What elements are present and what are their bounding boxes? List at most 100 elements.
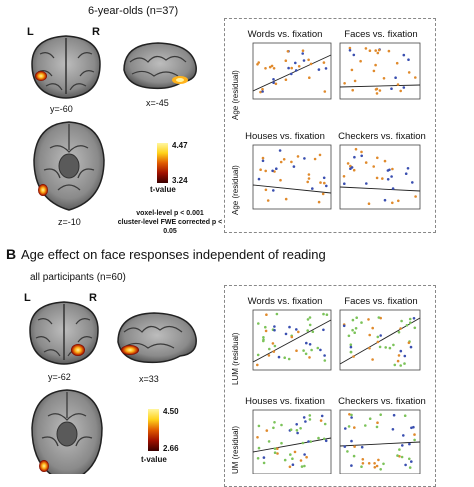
scatter-point	[302, 416, 306, 419]
scatter-point	[307, 173, 311, 176]
scatter-point	[325, 313, 329, 316]
scatter-point	[376, 340, 380, 344]
scatter-point	[321, 192, 325, 196]
scatter-point	[276, 452, 279, 455]
sagittal-brain-image	[117, 312, 197, 364]
scatter-point	[302, 59, 306, 62]
scatter-point	[382, 462, 385, 466]
scatter-point	[265, 429, 269, 432]
scatter-point	[306, 318, 310, 321]
scatter-point	[360, 154, 363, 158]
scatter-point	[308, 418, 312, 421]
scatter-point	[322, 312, 325, 316]
scatter-point	[391, 187, 395, 190]
coord-sagittal: x=-45	[146, 98, 169, 108]
scatter-point	[286, 50, 290, 53]
scatter-point	[270, 64, 274, 68]
plot-title: Houses vs. fixation	[245, 396, 325, 407]
right-label: R	[92, 26, 100, 38]
threshold-line1: voxel-level p < 0.001	[136, 210, 204, 217]
scatter-point	[296, 155, 300, 158]
scatter-point	[299, 459, 303, 462]
scatter-point	[297, 65, 301, 68]
scatter-point	[374, 49, 377, 52]
scatter-point	[364, 424, 367, 427]
scatter-point	[372, 165, 375, 168]
scatter-point	[289, 453, 292, 456]
scatter-point	[350, 439, 353, 443]
scatter-point	[402, 53, 406, 57]
scatter-point	[257, 446, 261, 450]
scatter-point	[387, 49, 391, 53]
scatter-point	[375, 92, 379, 95]
y-axis-label-b2: UM (residual)	[231, 425, 240, 474]
scatter-point	[308, 76, 311, 79]
scatter-point	[305, 341, 308, 345]
scatter-point	[271, 342, 275, 345]
scatter-point	[317, 200, 321, 204]
scatter-point	[409, 345, 413, 349]
scatter-point	[319, 419, 323, 422]
scatter-point	[351, 328, 354, 332]
scatter-point	[390, 175, 393, 178]
scatter-point	[353, 155, 356, 159]
scatter-point	[353, 331, 356, 334]
coord-coronal: y=-60	[50, 104, 73, 114]
scatter-point	[406, 167, 410, 170]
scatter-point	[399, 89, 402, 93]
scatter-point	[352, 355, 355, 358]
scatter-point	[402, 434, 405, 437]
scatter-point	[376, 51, 380, 55]
scatter-point	[396, 359, 400, 363]
scatter-point	[398, 448, 401, 451]
scatter-point	[401, 444, 404, 447]
scatter-point	[407, 341, 411, 345]
scatter-point	[291, 457, 294, 460]
scatter-point	[405, 324, 409, 327]
scatter-point	[275, 167, 278, 170]
scatter-point	[288, 465, 292, 469]
scatter-point	[390, 87, 393, 90]
y-axis-label-a2: Age (residual)	[231, 165, 240, 215]
scatter-point	[322, 437, 326, 441]
scatter-point	[378, 89, 382, 92]
scatter-point	[379, 413, 382, 416]
scatter-point	[261, 159, 265, 163]
scatter-point	[308, 356, 311, 359]
scatter-point	[290, 335, 294, 339]
colorbar-min: 2.66	[163, 444, 179, 453]
scatter-point	[295, 349, 298, 352]
scatter-point	[379, 334, 382, 337]
scatter-point	[303, 453, 306, 456]
scatter-point	[378, 345, 382, 349]
scatter-point	[276, 447, 279, 450]
scatter-point	[283, 458, 287, 462]
scatter-point	[399, 364, 402, 367]
scatter-point	[361, 462, 365, 465]
plot-title: Words vs. fixation	[247, 29, 323, 40]
scatter-point	[307, 440, 310, 443]
scatter-point	[377, 458, 380, 462]
scatter-point	[348, 413, 351, 416]
scatter-point	[386, 178, 390, 181]
scatter-point	[273, 325, 276, 328]
scatter-point	[391, 167, 394, 171]
scatter-point	[302, 349, 305, 352]
scatter-point	[317, 68, 321, 71]
colorbar-max: 4.47	[172, 141, 188, 150]
scatter-point	[261, 156, 265, 160]
scatter-point	[308, 323, 312, 327]
scatter-point	[267, 440, 271, 443]
scatter-point	[284, 59, 288, 62]
threshold-line2: cluster-level FWE corrected p < 0.05	[117, 219, 223, 235]
scatter-point	[272, 78, 275, 81]
scatter-point	[256, 436, 259, 439]
scatter-point	[272, 67, 276, 70]
scatter-point	[348, 46, 352, 50]
scatter-point	[310, 348, 313, 352]
data-points	[256, 312, 329, 367]
scatter-point	[352, 454, 356, 458]
scatter-point	[376, 421, 379, 424]
scatter-point	[256, 353, 260, 357]
scatter-point	[279, 160, 283, 164]
